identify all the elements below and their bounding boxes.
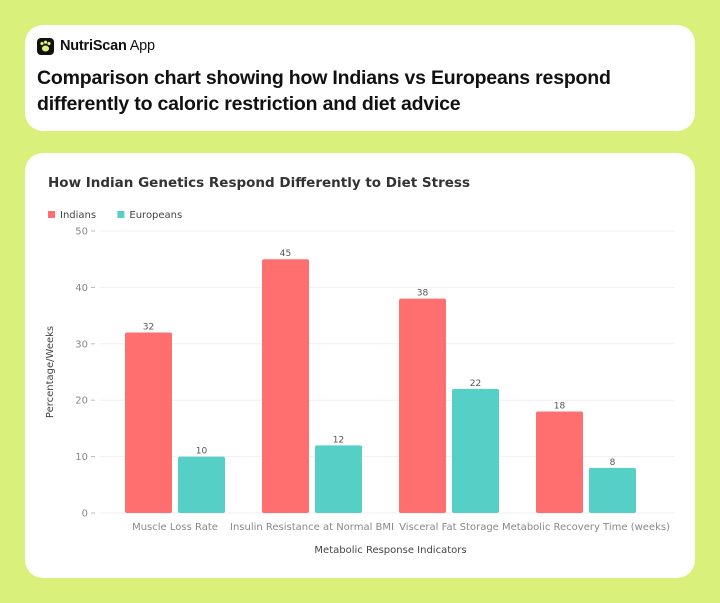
data-label: 18 bbox=[554, 401, 566, 411]
data-label: 32 bbox=[143, 323, 154, 333]
x-tick-label: Insulin Resistance at Normal BMI bbox=[230, 522, 394, 533]
bar-indians bbox=[125, 332, 172, 513]
data-label: 10 bbox=[196, 447, 208, 457]
x-tick-label: Visceral Fat Storage bbox=[399, 522, 499, 533]
legend-swatch-europeans bbox=[117, 211, 125, 218]
y-tick-label: 20 bbox=[75, 396, 88, 407]
legend-label-indians: Indians bbox=[60, 210, 96, 221]
bar-indians bbox=[399, 298, 446, 513]
app-brand: NutriScan App bbox=[37, 37, 155, 55]
app-name: NutriScan App bbox=[60, 38, 155, 54]
app-name-bold: NutriScan bbox=[60, 38, 127, 54]
page-title: Comparison chart showing how Indians vs … bbox=[37, 67, 611, 115]
data-label: 12 bbox=[333, 435, 344, 445]
bar-europeans bbox=[178, 456, 225, 513]
x-axis-label: Metabolic Response Indicators bbox=[314, 545, 466, 556]
bar-europeans bbox=[315, 445, 362, 513]
bar-europeans bbox=[452, 388, 499, 513]
bar-chart: 0 10 20 30 40 50 32 10 Muscle Loss Rate 45 12 Insul… bbox=[45, 210, 675, 556]
header-card: NutriScan App Comparison chart showing h… bbox=[25, 25, 695, 131]
y-tick-label: 0 bbox=[82, 509, 88, 520]
y-tick-label: 40 bbox=[75, 283, 88, 294]
x-tick-label: Metabolic Recovery Time (weeks) bbox=[502, 522, 670, 533]
x-tick-label: Muscle Loss Rate bbox=[132, 522, 218, 533]
legend-swatch-indians bbox=[48, 211, 55, 218]
chart-title: How Indian Genetics Respond Differently … bbox=[48, 175, 470, 191]
app-name-rest: App bbox=[126, 38, 155, 54]
legend-label-europeans: Europeans bbox=[129, 210, 182, 221]
bar-indians bbox=[536, 411, 583, 513]
bar-europeans bbox=[589, 467, 636, 513]
data-label: 22 bbox=[470, 379, 481, 389]
data-label: 38 bbox=[417, 289, 429, 299]
data-label: 45 bbox=[280, 249, 291, 259]
bar-indians bbox=[262, 259, 309, 513]
y-tick-label: 10 bbox=[75, 452, 88, 463]
paw-icon bbox=[37, 37, 54, 55]
y-tick-label: 50 bbox=[75, 227, 88, 238]
y-axis-label: Percentage/Weeks bbox=[45, 326, 56, 418]
data-label: 8 bbox=[610, 458, 616, 468]
chart-card: How Indian Genetics Respond Differently … bbox=[25, 153, 695, 578]
y-tick-label: 30 bbox=[75, 339, 88, 350]
